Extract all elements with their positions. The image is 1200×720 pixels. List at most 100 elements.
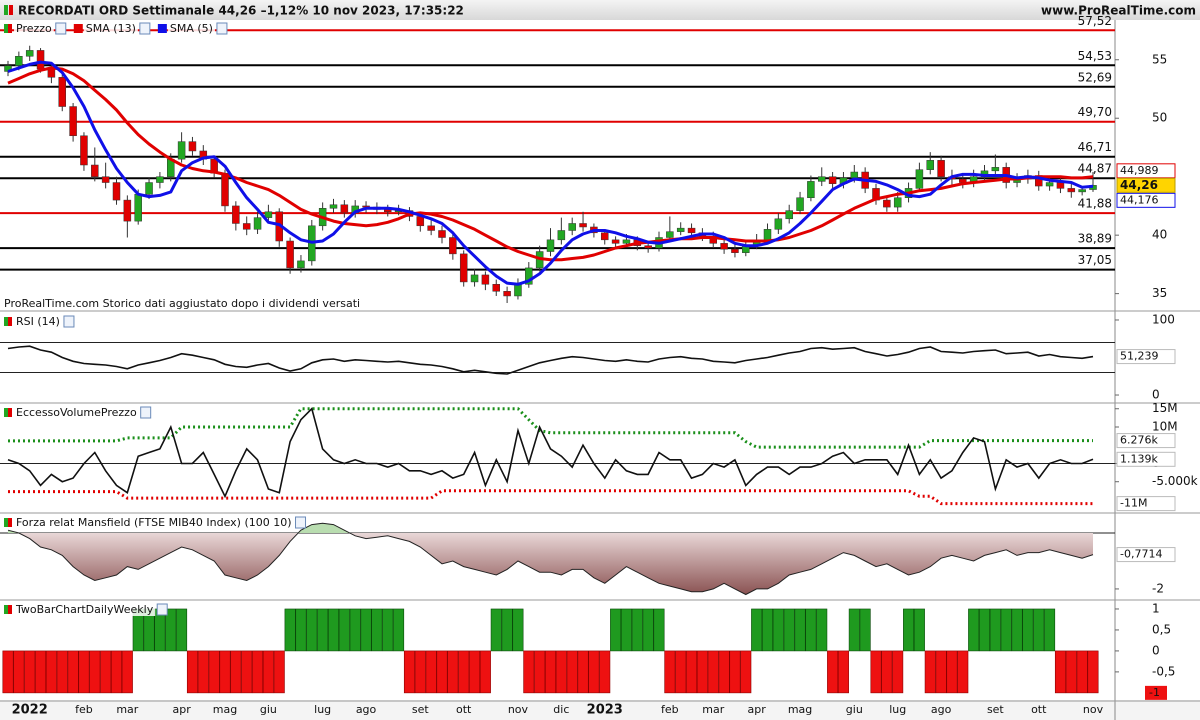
bar bbox=[859, 608, 871, 652]
candle-body bbox=[731, 248, 739, 253]
bar bbox=[490, 608, 502, 652]
bar bbox=[67, 650, 79, 694]
legend-swatch bbox=[8, 605, 12, 614]
bar bbox=[534, 650, 546, 694]
last-value-label: 1.139k bbox=[1120, 452, 1158, 465]
bar bbox=[469, 650, 481, 694]
candle-body bbox=[991, 167, 1000, 172]
bar bbox=[892, 650, 904, 694]
bar bbox=[913, 608, 925, 652]
candle-body bbox=[601, 232, 609, 241]
candle-body bbox=[492, 284, 500, 292]
bar bbox=[805, 608, 817, 652]
candle-body bbox=[58, 77, 66, 107]
x-tick-label: giu bbox=[260, 703, 277, 716]
bar bbox=[968, 608, 980, 652]
bar bbox=[1000, 608, 1012, 652]
bar bbox=[1033, 608, 1045, 652]
header-icon bbox=[4, 5, 8, 15]
bar bbox=[761, 608, 773, 652]
y-tick-label: -5.000k bbox=[1152, 474, 1198, 488]
last-value-box bbox=[1145, 685, 1167, 700]
x-tick-label: ago bbox=[931, 703, 952, 716]
bar bbox=[208, 650, 220, 694]
bar bbox=[653, 608, 665, 652]
note: ProRealTime.com Storico dati aggiustato … bbox=[4, 297, 360, 310]
bar bbox=[740, 650, 752, 694]
candle-body bbox=[525, 267, 533, 285]
legend-label: SMA (13) bbox=[86, 22, 136, 35]
sma-line bbox=[7, 60, 1094, 286]
x-tick-label: apr bbox=[748, 703, 767, 716]
last-value-label: 51,239 bbox=[1120, 350, 1159, 363]
candle-body bbox=[286, 240, 294, 269]
bar bbox=[946, 650, 958, 694]
legend-swatch bbox=[4, 408, 8, 417]
header-site[interactable]: www.ProRealTime.com bbox=[1041, 4, 1196, 18]
last-value-label: 44,26 bbox=[1120, 178, 1158, 192]
bar bbox=[783, 608, 795, 652]
candle-body bbox=[177, 141, 186, 160]
y-tick-label: -2 bbox=[1152, 581, 1164, 595]
date-axis bbox=[0, 700, 1200, 720]
bar bbox=[751, 608, 763, 652]
x-tick-label: mar bbox=[116, 703, 138, 716]
x-tick-label: lug bbox=[889, 703, 906, 716]
y-tick-label: 10M bbox=[1152, 419, 1178, 433]
bar bbox=[512, 608, 524, 652]
candle-body bbox=[156, 176, 164, 183]
candle-body bbox=[611, 239, 620, 244]
bar bbox=[393, 608, 405, 652]
level-label: 41,88 bbox=[1078, 197, 1112, 211]
bar bbox=[664, 650, 676, 694]
candle-body bbox=[644, 245, 652, 249]
x-tick-label: ott bbox=[456, 703, 472, 716]
bar bbox=[338, 608, 350, 652]
bar bbox=[262, 650, 274, 694]
candle-body bbox=[101, 176, 110, 183]
x-tick-label: mar bbox=[702, 703, 724, 716]
candle-body bbox=[438, 230, 446, 238]
header-title: RECORDATI ORD Settimanale 44,26 –1,12% 1… bbox=[18, 4, 464, 18]
last-value-box bbox=[1116, 433, 1176, 449]
bar bbox=[827, 650, 839, 694]
candle-body bbox=[134, 193, 142, 222]
candle-body bbox=[893, 197, 902, 208]
last-value-box bbox=[1116, 192, 1176, 208]
last-value-label: -11M bbox=[1120, 497, 1147, 510]
bar bbox=[317, 608, 329, 652]
legend-swatch bbox=[4, 317, 8, 326]
candle-body bbox=[427, 225, 435, 231]
level-label: 52,69 bbox=[1078, 70, 1112, 84]
legend-bg bbox=[83, 22, 138, 35]
candle-body bbox=[915, 169, 924, 189]
bar bbox=[176, 608, 188, 652]
bar bbox=[78, 650, 90, 694]
candle-body bbox=[514, 284, 522, 297]
bar bbox=[588, 650, 600, 694]
legend-swatch bbox=[73, 24, 83, 33]
bar bbox=[382, 608, 394, 652]
bar bbox=[816, 608, 828, 652]
candle-body bbox=[297, 260, 305, 269]
candle-body bbox=[416, 216, 425, 227]
bar bbox=[848, 608, 860, 652]
candle-body bbox=[340, 204, 349, 214]
bar bbox=[230, 650, 242, 694]
candle-body bbox=[828, 176, 837, 184]
bar bbox=[566, 650, 578, 694]
candle-body bbox=[25, 50, 34, 57]
area-negative bbox=[18, 533, 1093, 595]
candle-body bbox=[221, 172, 229, 207]
bar bbox=[1011, 608, 1023, 652]
x-tick-label: ago bbox=[356, 703, 377, 716]
bar bbox=[403, 650, 415, 694]
last-value-label: 6.276k bbox=[1120, 434, 1158, 447]
candle-body bbox=[264, 211, 273, 218]
bar bbox=[620, 608, 632, 652]
candle-body bbox=[926, 160, 934, 170]
x-tick-label: nov bbox=[1083, 703, 1104, 716]
candle-body bbox=[36, 50, 45, 70]
bar bbox=[1054, 650, 1066, 694]
candle-body bbox=[123, 199, 132, 222]
